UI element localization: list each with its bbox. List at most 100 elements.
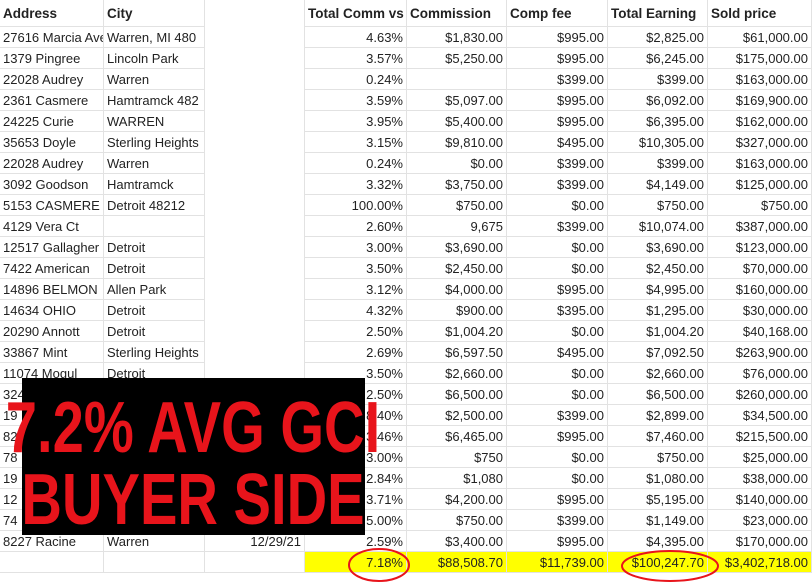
table-cell: Warren	[104, 153, 205, 174]
overlay-box	[22, 378, 365, 535]
table-cell: $7,460.00	[608, 426, 708, 447]
table-cell: $6,245.00	[608, 48, 708, 69]
table-cell: 2.59%	[305, 531, 407, 552]
total-cell	[0, 552, 104, 573]
table-cell	[104, 216, 205, 237]
table-cell: $900.00	[407, 300, 507, 321]
table-cell: $2,450.00	[608, 258, 708, 279]
table-cell: $0.00	[507, 447, 608, 468]
table-cell: $2,660.00	[608, 363, 708, 384]
table-cell: $399.00	[507, 174, 608, 195]
table-cell: 4.63%	[305, 27, 407, 48]
table-cell: $750	[407, 447, 507, 468]
table-cell: 20290 Annott	[0, 321, 104, 342]
table-cell: $995.00	[507, 27, 608, 48]
table-cell: $10,074.00	[608, 216, 708, 237]
table-cell: 33867 Mint	[0, 342, 104, 363]
table-cell: 27616 Marcia Ave	[0, 27, 104, 48]
table-cell: $10,305.00	[608, 132, 708, 153]
table-cell: 22028 Audrey	[0, 69, 104, 90]
table-cell: 3.12%	[305, 279, 407, 300]
table-cell: $399.00	[507, 69, 608, 90]
table-cell: $0.00	[507, 195, 608, 216]
table-cell: $0.00	[507, 237, 608, 258]
table-cell: $1,295.00	[608, 300, 708, 321]
table-cell: 4.32%	[305, 300, 407, 321]
total-cell	[205, 552, 305, 573]
table-cell: $750.00	[608, 447, 708, 468]
table-cell: Detroit	[104, 300, 205, 321]
table-cell: 1379 Pingree	[0, 48, 104, 69]
table-cell: 2.69%	[305, 342, 407, 363]
table-cell: Hamtramck 482	[104, 90, 205, 111]
table-cell: 7422 American	[0, 258, 104, 279]
table-cell: $6,500.00	[407, 384, 507, 405]
total-cell: $11,739.00	[507, 552, 608, 573]
table-cell: $5,250.00	[407, 48, 507, 69]
table-cell: 3.59%	[305, 90, 407, 111]
total-cell	[104, 552, 205, 573]
table-cell: $750.00	[407, 510, 507, 531]
table-cell: Detroit	[104, 237, 205, 258]
table-cell: $2,450.00	[407, 258, 507, 279]
table-cell: 2361 Casmere	[0, 90, 104, 111]
column-header: City	[104, 0, 205, 27]
table-cell: $0.00	[507, 321, 608, 342]
table-cell: $995.00	[507, 90, 608, 111]
table-cell: 4129 Vera Ct	[0, 216, 104, 237]
total-cell: 7.18%	[305, 552, 407, 573]
table-cell: $3,690.00	[608, 237, 708, 258]
table-cell: $6,500.00	[608, 384, 708, 405]
table-cell: $995.00	[507, 111, 608, 132]
table-cell: $1,830.00	[407, 27, 507, 48]
table-cell: $4,200.00	[407, 489, 507, 510]
table-cell: $750.00	[608, 195, 708, 216]
table-cell: 9,675	[407, 216, 507, 237]
table-cell: $995.00	[507, 489, 608, 510]
table-cell: $3,400.00	[407, 531, 507, 552]
table-cell: $2,500.00	[407, 405, 507, 426]
table-cell: $5,195.00	[608, 489, 708, 510]
table-cell: $0.00	[507, 363, 608, 384]
highlight-circle	[348, 548, 410, 582]
table-cell: $6,465.00	[407, 426, 507, 447]
table-cell: $5,097.00	[407, 90, 507, 111]
table-cell: 8227 Racine	[0, 531, 104, 552]
table-cell: $495.00	[507, 342, 608, 363]
table-cell: 14896 BELMON	[0, 279, 104, 300]
table-cell: $3,750.00	[407, 174, 507, 195]
overlay-line-2: BUYER SIDE	[21, 459, 364, 539]
table-cell: $0.00	[507, 258, 608, 279]
table-cell: $1,004.20	[407, 321, 507, 342]
table-cell	[407, 69, 507, 90]
table-cell: $5,400.00	[407, 111, 507, 132]
table-cell: $2,899.00	[608, 405, 708, 426]
table-cell: $6,092.00	[608, 90, 708, 111]
table-cell: Warren	[104, 531, 205, 552]
total-cell: $88,508.70	[407, 552, 507, 573]
table-cell: $995.00	[507, 426, 608, 447]
table-cell: $4,000.00	[407, 279, 507, 300]
table-cell: Warren	[104, 69, 205, 90]
table-cell: $6,395.00	[608, 111, 708, 132]
table-cell: $495.00	[507, 132, 608, 153]
table-cell: 100.00%	[305, 195, 407, 216]
table-cell: $750.00	[407, 195, 507, 216]
table-cell: $0.00	[507, 468, 608, 489]
table-cell: Hamtramck	[104, 174, 205, 195]
table-cell: 3.32%	[305, 174, 407, 195]
table-cell: $4,149.00	[608, 174, 708, 195]
table-cell: 3092 Goodson	[0, 174, 104, 195]
column-header: Comp fee	[507, 0, 608, 27]
table-cell: $3,690.00	[407, 237, 507, 258]
table-cell: 3.95%	[305, 111, 407, 132]
table-cell: Sterling Heights	[104, 132, 205, 153]
table-cell: 35653 Doyle	[0, 132, 104, 153]
table-cell: 22028 Audrey	[0, 153, 104, 174]
table-cell: $4,995.00	[608, 279, 708, 300]
table-cell: 3.15%	[305, 132, 407, 153]
table-cell: $0.00	[407, 153, 507, 174]
table-cell: 2.50%	[305, 321, 407, 342]
